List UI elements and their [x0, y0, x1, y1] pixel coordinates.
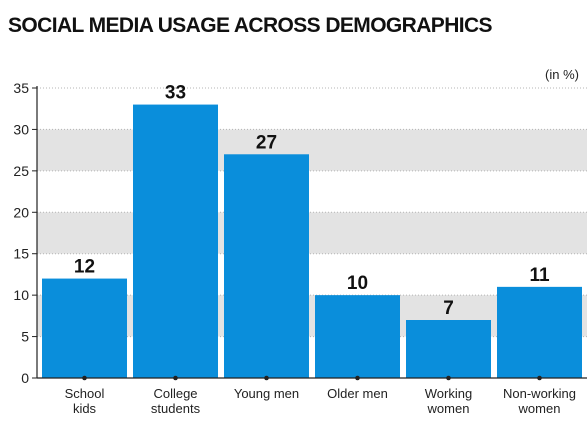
y-tick-label-0: 0 [21, 370, 29, 386]
x-tick-label-2-line-0: Young men [234, 386, 299, 401]
bar-2 [224, 154, 309, 378]
grid-band-5-10 [37, 295, 587, 337]
data-label-2: 27 [256, 132, 277, 153]
y-tick-label-20: 20 [13, 204, 29, 220]
y-tick-label-5: 5 [21, 329, 29, 345]
y-tick-label-15: 15 [13, 246, 29, 262]
x-tick-label-3-line-0: Older men [327, 386, 388, 401]
bar-1 [133, 104, 218, 379]
x-tick-label-1-line-0: College [153, 386, 197, 401]
bars [42, 104, 582, 379]
bar-5 [497, 286, 582, 378]
axes [32, 86, 587, 381]
chart-title: SOCIAL MEDIA USAGE ACROSS DEMOGRAPHICS [8, 14, 493, 37]
data-label-0: 12 [74, 257, 95, 278]
background-bands [37, 129, 587, 337]
x-tick-label-4-line-0: Working [425, 386, 472, 401]
bar-3 [315, 295, 400, 378]
data-label-5: 11 [529, 265, 550, 286]
x-tick-label-5-line-0: Non-working [503, 386, 576, 401]
bar-0 [42, 278, 127, 378]
data-label-1: 33 [165, 83, 186, 104]
x-tick-label-4-line-1: women [427, 401, 470, 416]
y-tick-label-30: 30 [13, 121, 29, 137]
x-tick-label-0-line-1: kids [73, 401, 97, 416]
y-tick-label-35: 35 [13, 80, 29, 96]
x-tick-label-1-line-1: students [151, 401, 201, 416]
x-tick-label-0-line-0: School [65, 386, 105, 401]
y-tick-label-10: 10 [13, 287, 29, 303]
bar-4 [406, 320, 491, 378]
unit-label: (in %) [545, 67, 579, 82]
grid-band-15-20 [37, 212, 587, 254]
y-tick-label-25: 25 [13, 163, 29, 179]
x-tick-label-5-line-1: women [518, 401, 561, 416]
grid-band-25-30 [37, 129, 587, 171]
data-label-3: 10 [347, 273, 368, 294]
data-label-4: 7 [443, 298, 454, 319]
